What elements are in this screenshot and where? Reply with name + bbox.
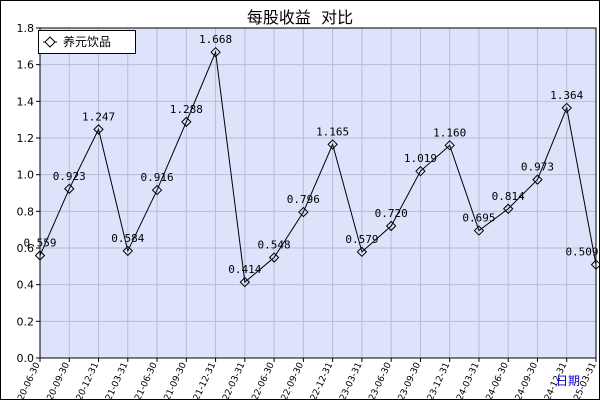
data-point-marker — [444, 140, 455, 151]
plot-border — [39, 27, 597, 359]
data-point-marker — [64, 183, 75, 194]
data-point-marker — [210, 46, 221, 58]
series-line — [39, 50, 597, 284]
x-tick-label: 2022-12-31 — [304, 361, 335, 400]
x-tick-label: 2024-03-31 — [450, 361, 481, 400]
x-tick-label: 2022-03-31 — [216, 361, 247, 400]
data-label: 0.923 — [53, 170, 86, 183]
data-label: 0.509 — [565, 246, 598, 259]
data-point-marker — [34, 250, 46, 261]
x-tick-label: 2024-09-30 — [509, 361, 540, 400]
data-point-marker — [327, 139, 338, 150]
x-tick-label: 2023-03-31 — [333, 361, 364, 400]
data-point-marker — [473, 225, 485, 236]
data-label: 0.814 — [492, 190, 525, 203]
y-tick-label: 0.6 — [17, 242, 35, 255]
x-tick-label: 2021-09-30 — [158, 361, 189, 400]
data-point-marker — [415, 165, 426, 177]
plot-area — [40, 28, 596, 358]
data-label: 0.916 — [140, 171, 173, 184]
x-tick-label: 2022-06-30 — [246, 361, 277, 400]
data-label: 1.165 — [316, 125, 349, 138]
y-tick-label: 1.8 — [17, 22, 35, 35]
data-point-marker — [298, 206, 309, 218]
y-tick-label: 0.0 — [17, 352, 35, 365]
x-tick-label: 2021-03-31 — [99, 361, 130, 400]
data-point-marker — [385, 220, 397, 232]
data-label: 1.364 — [550, 89, 583, 102]
legend-diamond-marker-icon — [43, 36, 57, 48]
data-label: 1.247 — [82, 110, 115, 123]
data-label: 1.160 — [433, 126, 466, 139]
data-point-marker — [93, 124, 104, 135]
data-label: 1.668 — [199, 33, 232, 46]
x-tick-label: 2024-06-30 — [480, 361, 511, 400]
x-tick-label: 2020-09-30 — [41, 361, 72, 400]
y-tick-label: 1.6 — [17, 59, 35, 72]
data-point-marker — [181, 116, 192, 128]
data-point-marker — [590, 259, 600, 270]
y-tick-label: 1.2 — [17, 132, 35, 145]
data-point-marker — [239, 276, 251, 288]
data-point-marker — [151, 184, 163, 196]
data-label: 0.548 — [258, 239, 291, 252]
data-label: 0.584 — [111, 232, 144, 245]
data-point-marker — [532, 174, 543, 185]
x-tick-label: 2021-06-30 — [129, 361, 160, 400]
data-label: 1.019 — [404, 152, 437, 165]
data-label: 0.796 — [287, 193, 320, 206]
x-tick-label: 2021-12-31 — [187, 361, 218, 400]
y-tick-label: 0.8 — [17, 205, 35, 218]
y-tick-label: 0.4 — [17, 279, 35, 292]
x-tick-label: 2023-06-30 — [363, 361, 394, 400]
legend: 养元饮品 — [38, 30, 136, 54]
data-label: 1.288 — [170, 103, 203, 116]
chart-title: 每股收益 对比 — [246, 8, 354, 27]
data-label: 0.414 — [228, 263, 261, 276]
data-label: 0.695 — [462, 212, 495, 225]
x-tick-label: 2023-09-30 — [392, 361, 423, 400]
x-axis-unit-label: 日期 — [556, 374, 581, 388]
data-point-marker — [356, 246, 368, 258]
legend-label: 养元饮品 — [63, 35, 112, 49]
data-point-marker — [268, 252, 280, 263]
x-tick-label: 2020-06-30 — [12, 361, 43, 400]
y-tick-label: 0.2 — [17, 315, 35, 328]
y-tick-label: 1.4 — [17, 95, 35, 108]
data-label: 0.559 — [23, 237, 56, 250]
y-tick-label: 1.0 — [17, 169, 35, 182]
data-label: 0.579 — [345, 233, 378, 246]
data-point-marker — [503, 203, 514, 214]
x-tick-label: 2020-12-31 — [70, 361, 101, 400]
data-point-marker — [561, 102, 572, 114]
x-tick-label: 2023-12-31 — [421, 361, 452, 400]
data-label: 0.720 — [375, 207, 408, 220]
x-tick-label: 2022-09-30 — [275, 361, 306, 400]
data-point-marker — [122, 245, 133, 257]
data-label: 0.973 — [521, 161, 554, 174]
